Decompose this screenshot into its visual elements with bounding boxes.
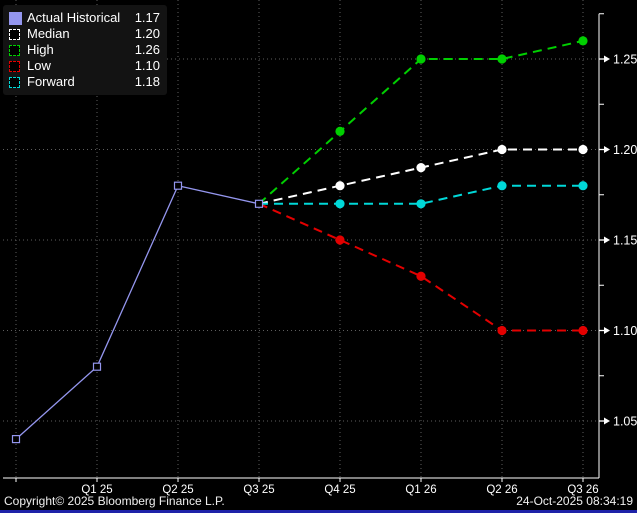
- legend-label-high: High: [27, 42, 54, 57]
- series-marker-high: [416, 54, 426, 64]
- series-line-high: [258, 39, 584, 205]
- series-marker-median: [497, 144, 507, 155]
- legend-label-low: Low: [27, 58, 51, 73]
- series-marker-high: [497, 54, 507, 64]
- series-marker-median: [335, 181, 345, 191]
- x-axis-label: Q2 26: [486, 484, 517, 496]
- x-axis-label: Q3 26: [567, 484, 598, 496]
- series-marker-actual-historical: [92, 362, 102, 371]
- legend-value-low: 1.10: [134, 58, 160, 73]
- legend-value-forward: 1.18: [134, 74, 160, 89]
- series-marker-low: [578, 325, 588, 336]
- legend-label-forward: Forward: [27, 74, 75, 89]
- x-axis-label: Q1 25: [81, 484, 112, 496]
- y-tick-arrow: [604, 327, 610, 334]
- series-line-actual-historical: [15, 184, 260, 440]
- y-tick-arrow: [604, 417, 610, 425]
- series-marker-forward: [335, 199, 345, 209]
- chart-footer: Copyright© 2025 Bloomberg Finance L.P. 2…: [4, 494, 633, 508]
- legend-item-median[interactable]: Median 1.20: [9, 26, 160, 42]
- window-bottom-border: [0, 510, 637, 513]
- series-marker-forward: [416, 199, 426, 209]
- chart-legend: Actual Historical 1.17 Median 1.20 High …: [3, 5, 167, 95]
- legend-item-forward[interactable]: Forward 1.18: [9, 74, 160, 90]
- legend-value-actual-historical: 1.17: [134, 10, 160, 25]
- copyright-text: Copyright© 2025 Bloomberg Finance L.P.: [4, 494, 225, 508]
- x-axis-label: Q3 25: [243, 484, 274, 496]
- series-marker-actual-historical: [254, 199, 264, 208]
- legend-swatch-actual-historical: [9, 11, 22, 25]
- series-line-low: [258, 202, 583, 332]
- series-marker-forward: [497, 181, 507, 191]
- y-tick-arrow: [604, 146, 610, 153]
- y-tick-arrow: [604, 55, 610, 63]
- y-axis-label: 1.25: [613, 53, 637, 67]
- series-marker-median: [416, 163, 426, 173]
- series-marker-low: [416, 271, 426, 281]
- series-marker-low: [335, 235, 345, 245]
- legend-label-median: Median: [27, 26, 70, 41]
- legend-swatch-forward: [9, 76, 20, 88]
- series-marker-forward: [578, 181, 588, 191]
- y-axis-label: 1.15: [613, 234, 637, 248]
- series-line-forward: [259, 184, 583, 205]
- legend-swatch-high: [9, 44, 20, 56]
- series-marker-low: [497, 325, 507, 336]
- legend-swatch-low: [9, 60, 20, 72]
- legend-label-actual-historical: Actual Historical: [27, 10, 121, 25]
- legend-swatch-median: [9, 28, 20, 40]
- timestamp-text: 24-Oct-2025 08:34:19: [516, 494, 633, 508]
- series-marker-actual-historical: [11, 435, 21, 444]
- y-tick-arrow: [604, 236, 610, 244]
- x-axis-label: Q4 25: [324, 484, 355, 496]
- series-marker-high: [335, 126, 345, 136]
- legend-item-high[interactable]: High 1.26: [9, 42, 160, 58]
- legend-value-high: 1.26: [134, 42, 160, 57]
- series-marker-high: [578, 36, 588, 46]
- series-marker-actual-historical: [173, 181, 183, 190]
- legend-item-low[interactable]: Low 1.10: [9, 58, 160, 74]
- y-axis-label: 1.05: [613, 415, 637, 429]
- series-marker-median: [578, 144, 588, 155]
- x-axis-label: Q1 26: [405, 484, 436, 496]
- y-axis-label: 1.10: [613, 324, 637, 338]
- legend-value-median: 1.20: [134, 26, 160, 41]
- legend-item-actual-historical[interactable]: Actual Historical 1.17: [9, 10, 160, 26]
- y-axis-label: 1.20: [613, 143, 637, 157]
- x-axis-label: Q2 25: [162, 484, 193, 496]
